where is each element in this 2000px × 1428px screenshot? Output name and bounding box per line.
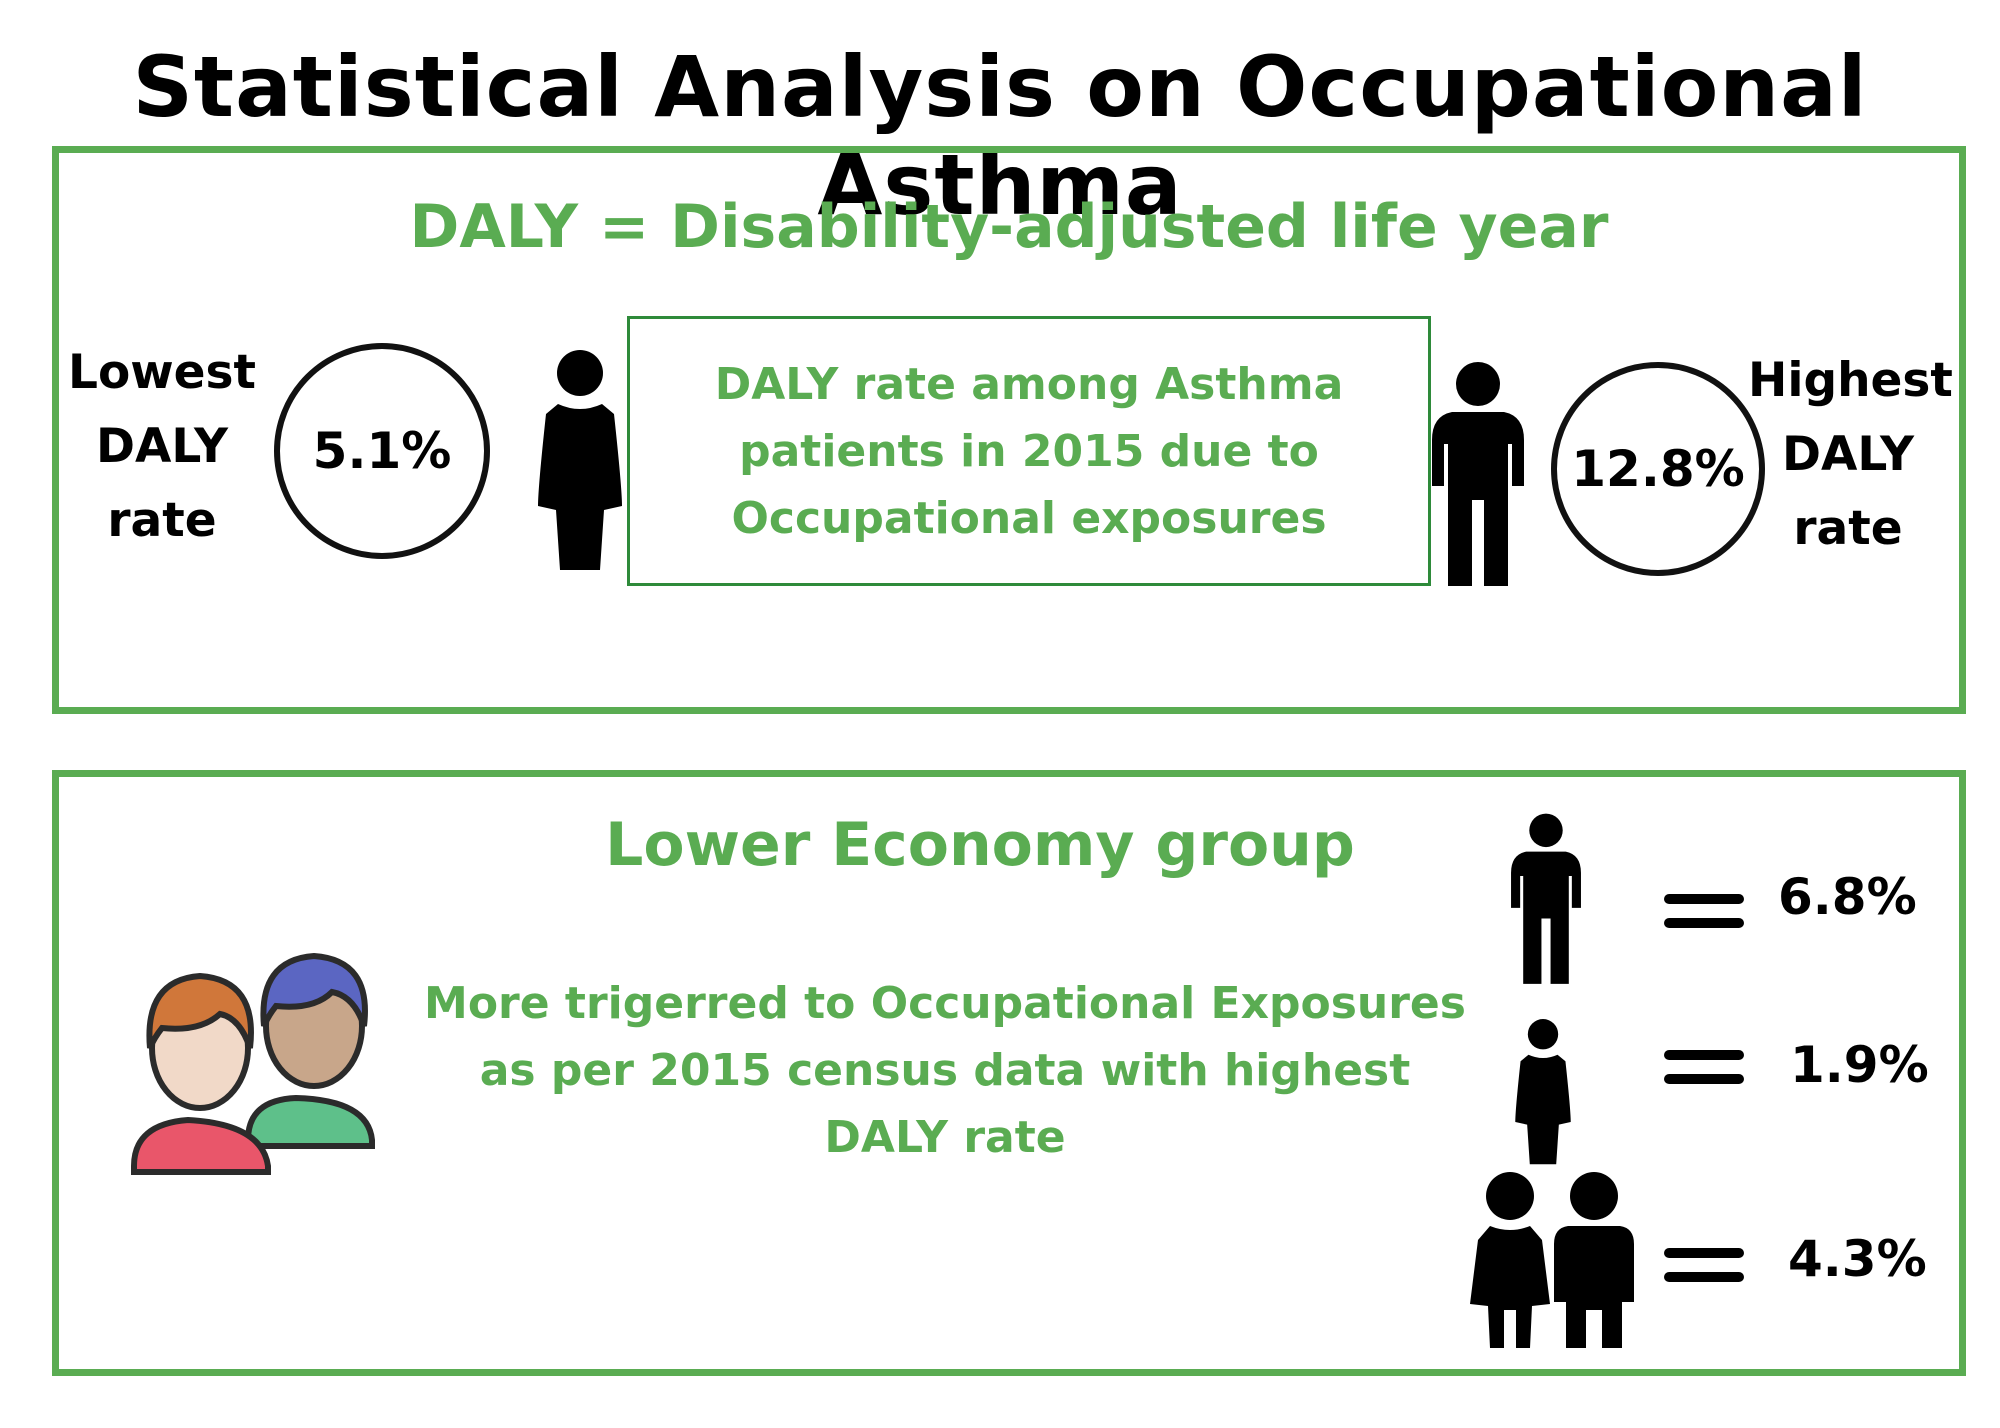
daly-description-text: DALY rate among Asthma patients in 2015 … (714, 358, 1344, 544)
highest-value-circle: 12.8% (1551, 362, 1765, 576)
female-rate-value: 1.9% (1790, 1036, 1929, 1094)
equals-icon (1664, 1048, 1744, 1086)
female-person-icon (538, 350, 622, 570)
two-people-icon (131, 952, 375, 1175)
lowest-value-circle: 5.1% (274, 343, 490, 559)
economy-panel (52, 770, 1966, 1376)
highest-daly-label: Highest DALY rate (1748, 353, 1953, 556)
daly-panel (52, 146, 1966, 714)
lowest-value: 5.1% (312, 422, 452, 480)
lowest-daly-label: Lowest DALY rate (68, 345, 256, 548)
highest-value: 12.8% (1571, 440, 1745, 498)
couple-rate-value: 4.3% (1788, 1230, 1927, 1288)
couple-icon (1470, 1172, 1634, 1348)
equals-icon (1664, 892, 1744, 930)
male-rate-value: 6.8% (1778, 868, 1917, 926)
daly-heading: DALY = Disability-adjusted life year (409, 192, 1609, 262)
male-person-icon (1432, 362, 1524, 586)
economy-description: More trigerred to Occupational Exposures… (424, 978, 1466, 1163)
economy-heading: Lower Economy group (605, 810, 1355, 880)
equals-icon (1664, 1246, 1744, 1284)
female-person-icon (1515, 1019, 1571, 1165)
daly-description-box: DALY rate among Asthma patients in 2015 … (627, 316, 1431, 586)
male-person-icon (1511, 813, 1581, 984)
